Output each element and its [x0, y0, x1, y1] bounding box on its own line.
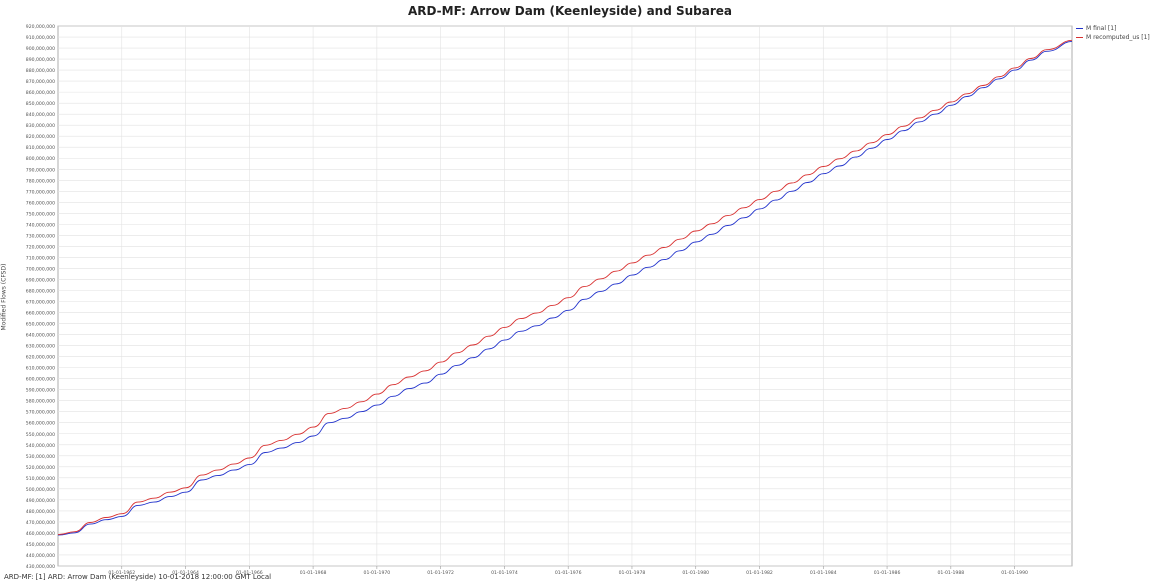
x-tick-label: 01-01-1964 [172, 570, 199, 576]
legend-label-m-recomputed: M recomputed_us [1] [1086, 34, 1150, 41]
series-layer [57, 39, 1073, 536]
legend-label-m-final: M final [1] [1086, 25, 1117, 32]
legend-swatch-m-final [1076, 28, 1083, 29]
x-tick-label: 01-01-1988 [937, 570, 964, 576]
y-tick-label: 900,000,000 [26, 46, 55, 52]
y-tick-label: 470,000,000 [26, 520, 55, 526]
y-tick-label: 880,000,000 [26, 68, 55, 74]
y-tick-label: 770,000,000 [26, 189, 55, 195]
y-tick-label: 540,000,000 [26, 443, 55, 449]
y-tick-label: 750,000,000 [26, 211, 55, 217]
y-tick-label: 450,000,000 [26, 542, 55, 548]
y-tick-label: 710,000,000 [26, 255, 55, 261]
x-tick-label: 01-01-1990 [1001, 570, 1028, 576]
series-line-1[interactable] [57, 39, 1073, 536]
series-line-0[interactable] [57, 40, 1073, 536]
y-tick-label: 870,000,000 [26, 79, 55, 85]
y-tick-label: 580,000,000 [26, 399, 55, 405]
y-tick-label: 490,000,000 [26, 498, 55, 504]
x-tick-label: 01-01-1978 [619, 570, 646, 576]
y-tick-label: 620,000,000 [26, 355, 55, 361]
y-tick-label: 510,000,000 [26, 476, 55, 482]
legend: M final [1] M recomputed_us [1] [1076, 24, 1150, 42]
y-tick-label: 530,000,000 [26, 454, 55, 460]
x-tick-label: 01-01-1968 [300, 570, 327, 576]
y-tick-label: 890,000,000 [26, 57, 55, 63]
x-tick-label: 01-01-1976 [555, 570, 582, 576]
x-tick-label: 01-01-1966 [236, 570, 263, 576]
y-tick-label: 600,000,000 [26, 377, 55, 383]
legend-item-m-final[interactable]: M final [1] [1076, 24, 1150, 33]
y-tick-label: 730,000,000 [26, 233, 55, 239]
status-line: ARD-MF: [1] ARD: Arrow Dam (Keenleyside)… [4, 573, 272, 581]
y-tick-label: 650,000,000 [26, 322, 55, 328]
x-tick-label: 01-01-1970 [364, 570, 391, 576]
y-tick-label: 680,000,000 [26, 288, 55, 294]
y-tick-label: 800,000,000 [26, 156, 55, 162]
y-tick-label: 690,000,000 [26, 277, 55, 283]
y-tick-label: 480,000,000 [26, 509, 55, 515]
y-tick-label: 850,000,000 [26, 101, 55, 107]
y-tick-label: 460,000,000 [26, 531, 55, 537]
y-tick-label: 740,000,000 [26, 222, 55, 228]
x-tick-label: 01-01-1982 [746, 570, 773, 576]
y-tick-label: 760,000,000 [26, 200, 55, 206]
y-tick-label: 810,000,000 [26, 145, 55, 151]
y-tick-label: 610,000,000 [26, 366, 55, 372]
y-tick-label: 830,000,000 [26, 123, 55, 129]
y-tick-label: 660,000,000 [26, 311, 55, 317]
y-tick-label: 860,000,000 [26, 90, 55, 96]
y-tick-label: 720,000,000 [26, 244, 55, 250]
y-tick-label: 560,000,000 [26, 421, 55, 427]
y-tick-label: 920,000,000 [26, 24, 55, 30]
y-tick-label: 910,000,000 [26, 35, 55, 41]
y-tick-label: 440,000,000 [26, 553, 55, 559]
y-tick-label: 640,000,000 [26, 333, 55, 339]
legend-item-m-recomputed[interactable]: M recomputed_us [1] [1076, 33, 1150, 42]
y-tick-label: 430,000,000 [26, 564, 55, 570]
x-tick-label: 01-01-1974 [491, 570, 518, 576]
y-tick-label: 840,000,000 [26, 112, 55, 118]
x-tick-label: 01-01-1962 [108, 570, 135, 576]
x-tick-label: 01-01-1984 [810, 570, 837, 576]
y-tick-label: 670,000,000 [26, 300, 55, 306]
y-tick-label: 520,000,000 [26, 465, 55, 471]
axis-layer: 430,000,000 440,000,000 450,000,000 460,000… [26, 24, 1028, 576]
y-tick-label: 570,000,000 [26, 410, 55, 416]
y-tick-label: 500,000,000 [26, 487, 55, 493]
y-tick-label: 790,000,000 [26, 167, 55, 173]
legend-swatch-m-recomputed [1076, 37, 1083, 38]
x-tick-label: 01-01-1972 [427, 570, 454, 576]
plot-frame [57, 25, 1073, 567]
chart-title: ARD-MF: Arrow Dam (Keenleyside) and Suba… [407, 4, 733, 18]
y-tick-label: 820,000,000 [26, 134, 55, 140]
grid-layer [57, 25, 1073, 567]
y-tick-label: 550,000,000 [26, 432, 55, 438]
y-tick-label: 630,000,000 [26, 344, 55, 350]
x-tick-label: 01-01-1986 [874, 570, 901, 576]
y-tick-label: 780,000,000 [26, 178, 55, 184]
x-tick-label: 01-01-1980 [682, 570, 709, 576]
y-tick-label: 700,000,000 [26, 266, 55, 272]
y-tick-label: 590,000,000 [26, 388, 55, 394]
